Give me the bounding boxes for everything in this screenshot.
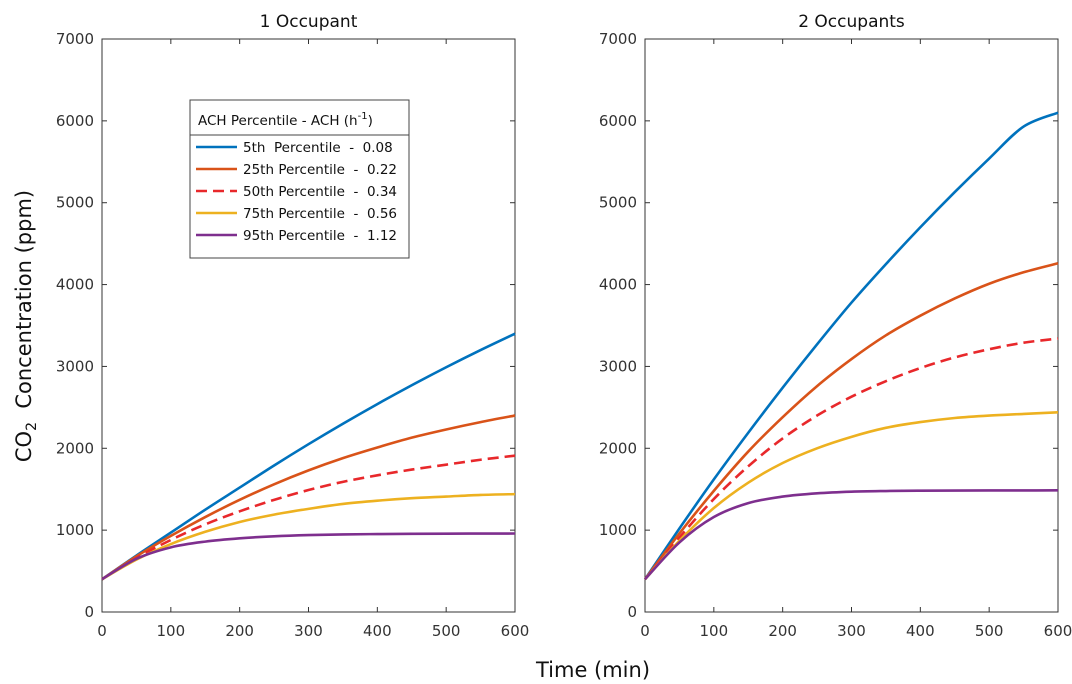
x-tick-label: 100 (700, 622, 729, 640)
series-line-4 (101, 532, 516, 581)
series-line-2 (643, 337, 1059, 581)
y-tick-label: 5000 (56, 194, 94, 212)
y-tick-label: 3000 (56, 357, 94, 375)
x-tick-label: 500 (975, 622, 1004, 640)
legend-header-end: ) (368, 113, 373, 129)
series-line-1 (101, 414, 516, 581)
x-tick-label: 0 (97, 622, 107, 640)
x-tick-label: 600 (1044, 622, 1072, 640)
panel-title: 2 Occupants (798, 12, 905, 32)
x-tick-label: 100 (157, 622, 186, 640)
x-tick-label: 200 (768, 622, 797, 640)
legend-label-3: 75th Percentile - 0.56 (243, 206, 397, 222)
x-tick-label: 200 (225, 622, 254, 640)
x-tick-label: 400 (906, 622, 935, 640)
legend-box (189, 99, 410, 259)
y-tick-label: 2000 (56, 439, 94, 457)
y-tick-label: 0 (627, 603, 637, 621)
legend: ACH Percentile - ACH (h-1) 5th Percentil… (189, 99, 410, 259)
y-tick-label: 0 (84, 603, 94, 621)
series-line-0 (643, 111, 1059, 580)
panel-title: 1 Occupant (260, 12, 358, 32)
y-axis-label-rest: Concentration (ppm) (12, 190, 36, 422)
y-tick-label: 4000 (56, 276, 94, 294)
y-tick-label: 6000 (56, 112, 94, 130)
legend-label-2: 50th Percentile - 0.34 (243, 184, 397, 200)
legend-header: ACH Percentile - ACH (h-1) (198, 111, 373, 129)
y-tick-label: 1000 (56, 521, 94, 539)
legend-header-superscript: -1 (358, 111, 368, 122)
legend-items: 5th Percentile - 0.08 25th Percentile - 0… (196, 140, 397, 244)
legend-label-1: 25th Percentile - 0.22 (243, 162, 397, 178)
y-tick-label: 6000 (599, 112, 637, 130)
x-tick-label: 0 (640, 622, 650, 640)
x-tick-label: 500 (432, 622, 461, 640)
y-tick-label: 4000 (599, 276, 637, 294)
series-line-0 (101, 332, 516, 581)
x-tick-label: 300 (837, 622, 866, 640)
legend-header-main: ACH Percentile - ACH (h (198, 113, 358, 129)
y-tick-label: 1000 (599, 521, 637, 539)
y-axis-label-subscript: 2 (24, 422, 40, 431)
y-axis-label: CO2 Concentration (ppm) (12, 190, 40, 462)
plot-frame (644, 38, 1059, 613)
y-tick-label: 2000 (599, 439, 637, 457)
y-tick-label: 5000 (599, 194, 637, 212)
series-line-3 (644, 410, 1059, 581)
y-tick-label: 7000 (56, 30, 94, 48)
y-axis-label-main: CO (12, 431, 36, 462)
x-axis-label: Time (min) (535, 658, 650, 682)
x-tick-label: 400 (363, 622, 392, 640)
y-tick-label: 3000 (599, 357, 637, 375)
legend-label-0: 5th Percentile - 0.08 (243, 140, 393, 156)
series-line-4 (644, 489, 1059, 581)
legend-label-4: 95th Percentile - 1.12 (243, 228, 397, 244)
series-line-1 (643, 262, 1059, 581)
x-tick-label: 600 (501, 622, 530, 640)
x-tick-label: 300 (294, 622, 323, 640)
y-tick-label: 7000 (599, 30, 637, 48)
series-line-2 (101, 454, 516, 581)
series-line-3 (101, 492, 516, 581)
